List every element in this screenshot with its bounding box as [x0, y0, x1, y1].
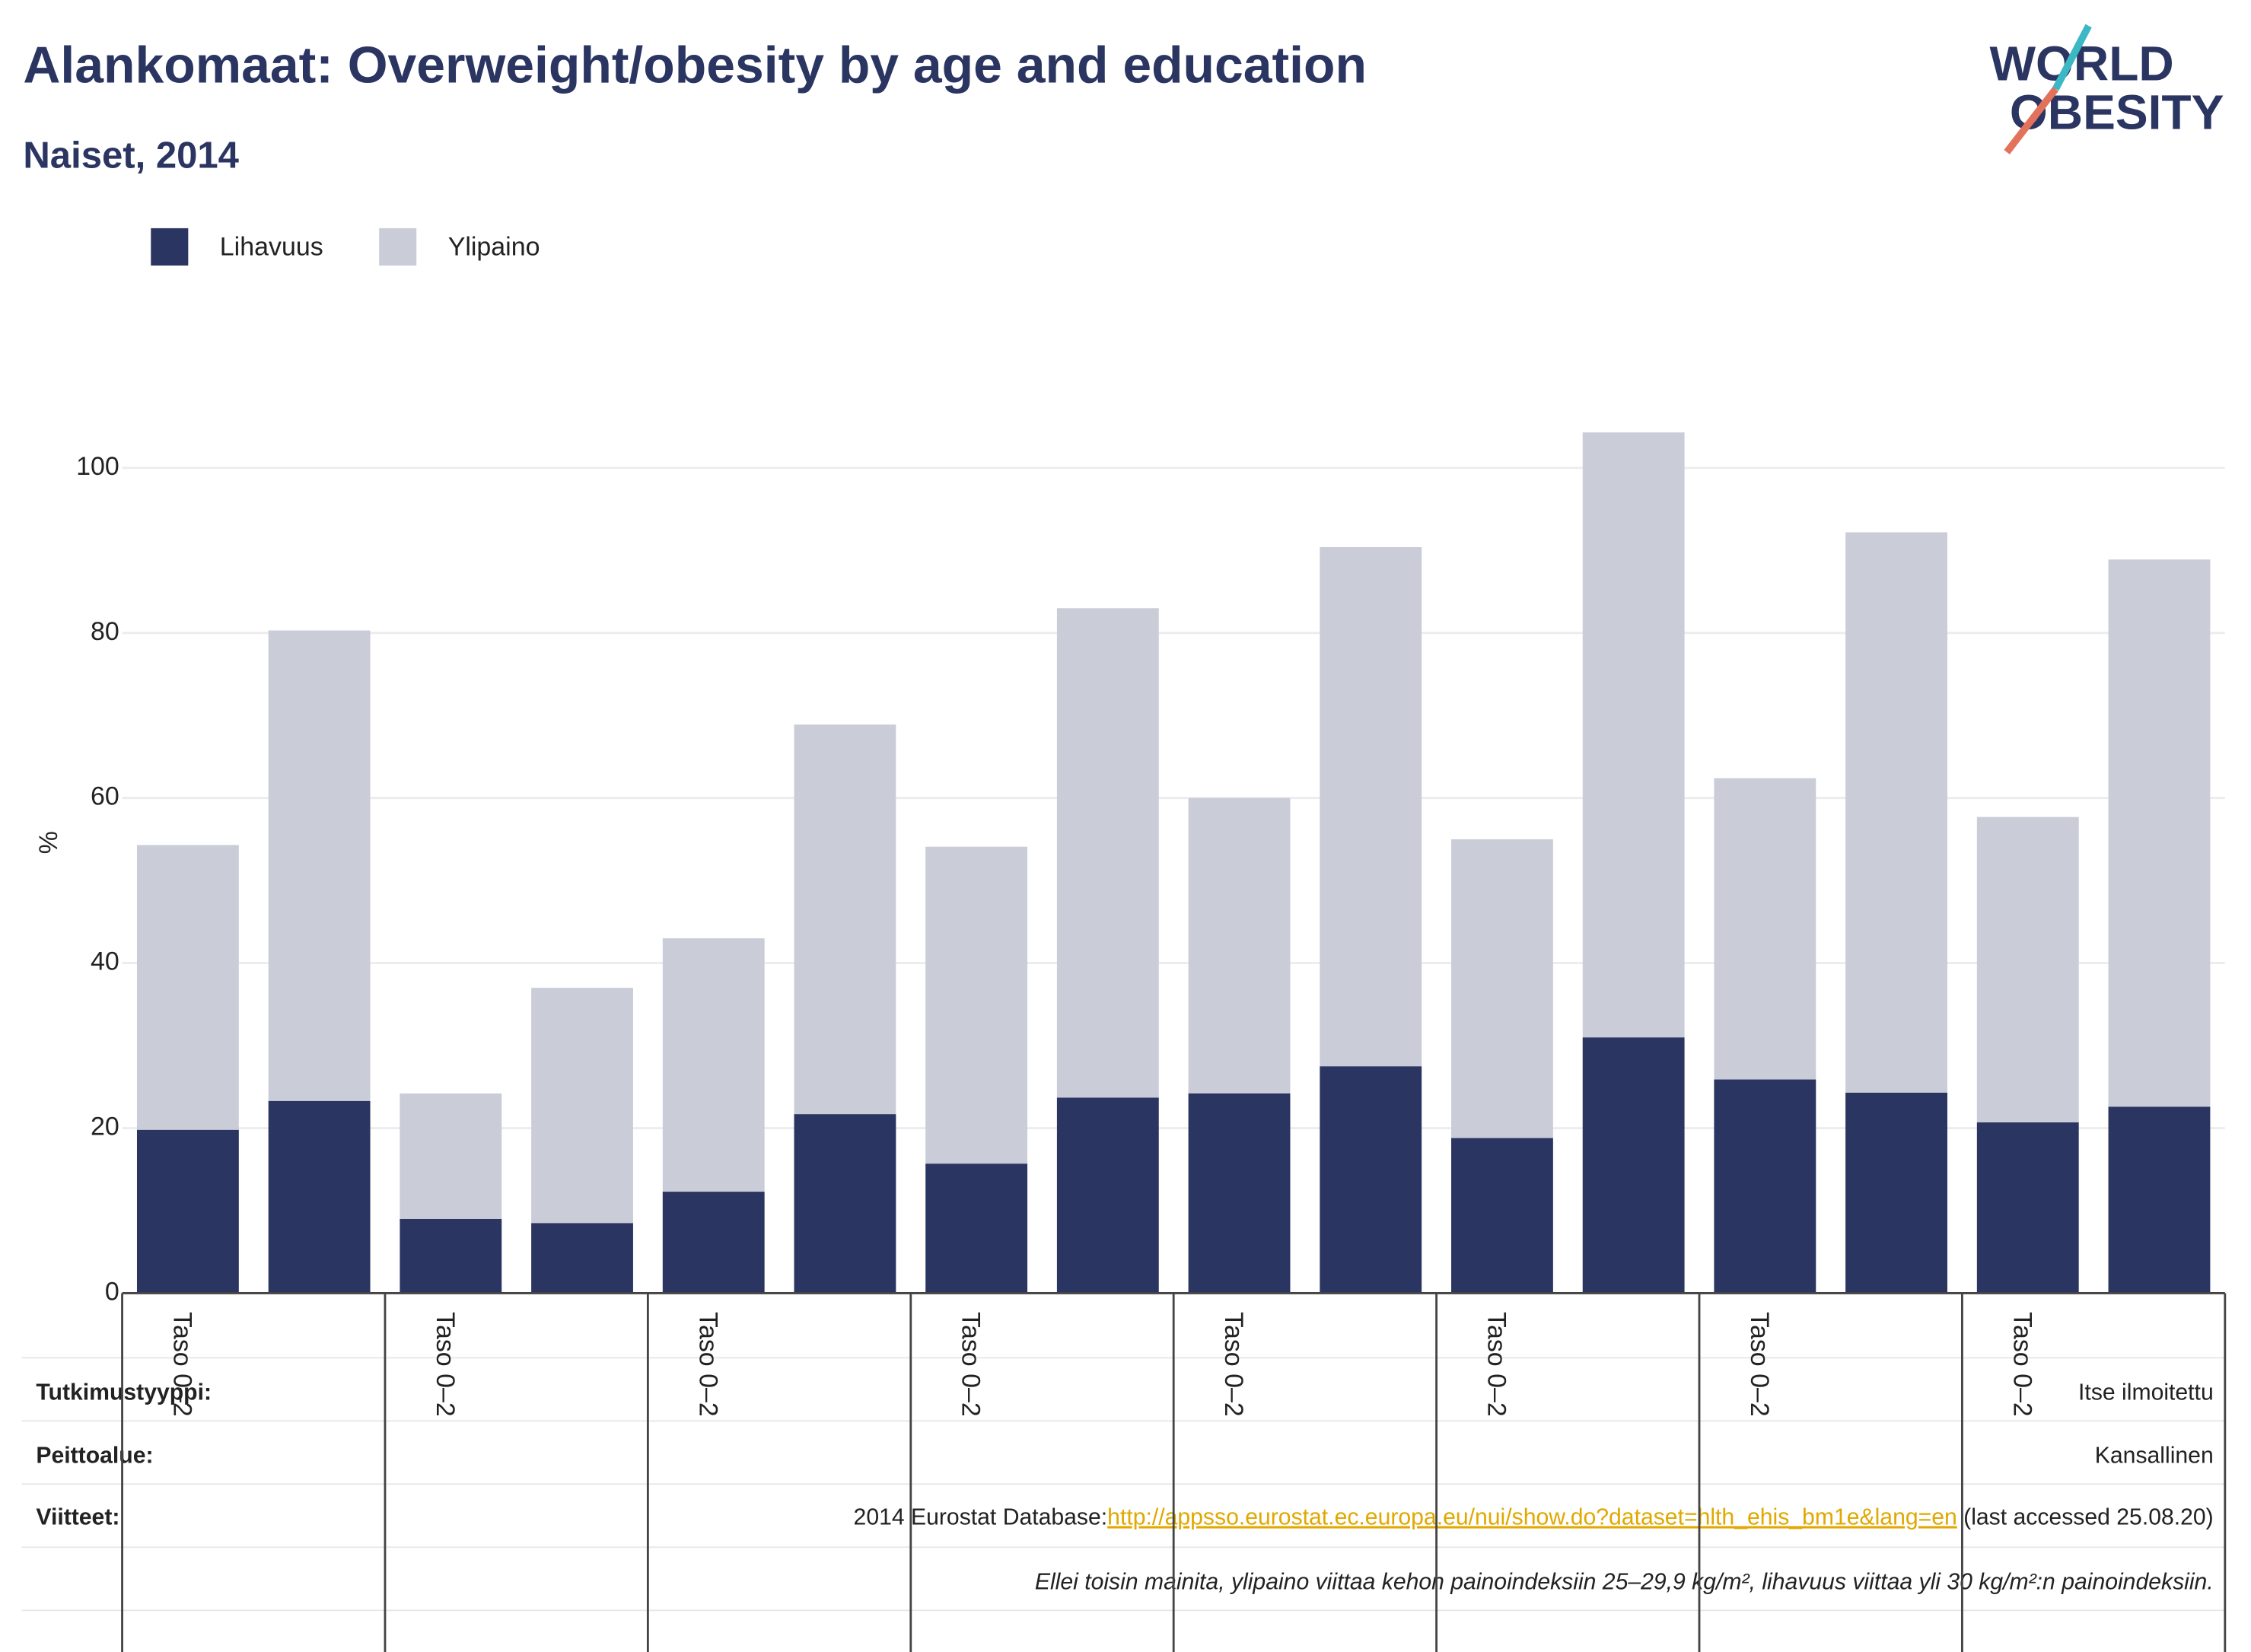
bar-segment — [400, 1218, 502, 1294]
x-tick-label: Taso 0–2 — [168, 1312, 197, 1417]
footer-value: Kansallinen — [2095, 1443, 2214, 1468]
chart-title: Alankomaat: Overweight/obesity by age an… — [23, 37, 1367, 94]
x-tick-label: Taso 0–2 — [431, 1312, 460, 1417]
bar-segment — [1320, 547, 1422, 1067]
bar-segment — [268, 630, 371, 1101]
x-tick-label: Taso 0–2 — [1219, 1312, 1248, 1417]
bar-segment — [1714, 1079, 1816, 1294]
y-tick-label: 100 — [76, 452, 119, 481]
bar-segment — [1056, 1097, 1159, 1294]
footer-link[interactable]: http://appsso.eurostat.ec.europa.eu/nui/… — [1107, 1505, 1957, 1530]
y-tick-label: 40 — [91, 947, 119, 976]
bar-segment — [794, 1114, 896, 1294]
bar-segment — [1320, 1066, 1422, 1294]
legend-swatch — [151, 228, 189, 266]
logo-slash — [2004, 87, 2058, 154]
x-tick-label: Taso 0–2 — [1745, 1312, 1774, 1417]
footer: Tutkimustyyppi: Itse ilmoitettu Peittoal… — [36, 1380, 2213, 1594]
footer-value: Itse ilmoitettu — [2078, 1380, 2214, 1405]
footer-label: Tutkimustyyppi: — [36, 1380, 212, 1405]
bar-segment — [136, 845, 239, 1130]
bar-segment — [268, 1100, 371, 1294]
y-tick-label: 60 — [91, 782, 119, 811]
bar-segment — [1845, 532, 1947, 1093]
legend-label: Lihavuus — [220, 232, 323, 261]
y-tick-label: 80 — [91, 617, 119, 646]
bar-segment — [1714, 778, 1816, 1080]
bar-segment — [136, 1129, 239, 1294]
logo-text: OBESITY — [2010, 85, 2224, 140]
footer-value: 2014 Eurostat Database:http://appsso.eur… — [854, 1505, 2214, 1530]
logo-slash — [2052, 24, 2092, 91]
bar-segment — [2108, 1106, 2211, 1294]
bar-segment — [531, 988, 633, 1224]
bar-segment — [2108, 559, 2211, 1107]
footer-label: Peittoalue: — [36, 1443, 153, 1468]
bar-segment — [531, 1223, 633, 1294]
bar-segment — [1451, 1138, 1553, 1294]
bar-segment — [662, 938, 765, 1192]
x-tick-label: Taso 0–2 — [2007, 1312, 2036, 1417]
x-tick-label: Taso 0–2 — [957, 1312, 985, 1417]
y-tick-label: 0 — [105, 1277, 119, 1306]
y-tick-label: 20 — [91, 1112, 119, 1141]
bar-segment — [1188, 1093, 1291, 1294]
bar-segment — [1976, 1122, 2079, 1294]
bar-segment — [1976, 816, 2079, 1122]
bar-segment — [1451, 839, 1553, 1138]
bar-segment — [925, 846, 1028, 1164]
footer-suffix: (last accessed 25.08.20) — [1957, 1505, 2214, 1530]
bar-segment — [1845, 1092, 1947, 1294]
x-tick-label: Taso 0–2 — [1482, 1312, 1511, 1417]
footer-note: Ellei toisin mainita, ylipaino viittaa k… — [1035, 1569, 2214, 1594]
logo: WORLD OBESITY — [1989, 24, 2224, 154]
x-tick-label: Taso 0–2 — [693, 1312, 722, 1417]
bar-segment — [794, 724, 896, 1115]
bar-segment — [400, 1093, 502, 1219]
bar-segment — [662, 1192, 765, 1294]
chart-subtitle: Naiset, 2014 — [23, 135, 239, 176]
footer-prefix: 2014 Eurostat Database: — [854, 1505, 1108, 1530]
bar-segment — [1582, 1037, 1685, 1294]
legend-label: Ylipaino — [448, 232, 540, 261]
bar-segment — [925, 1163, 1028, 1294]
footer-label: Viitteet: — [36, 1505, 119, 1530]
y-axis-label: % — [33, 831, 62, 854]
bar-segment — [1188, 797, 1291, 1093]
bar-segment — [1582, 432, 1685, 1038]
legend-swatch — [379, 228, 417, 266]
bar-segment — [1056, 608, 1159, 1098]
